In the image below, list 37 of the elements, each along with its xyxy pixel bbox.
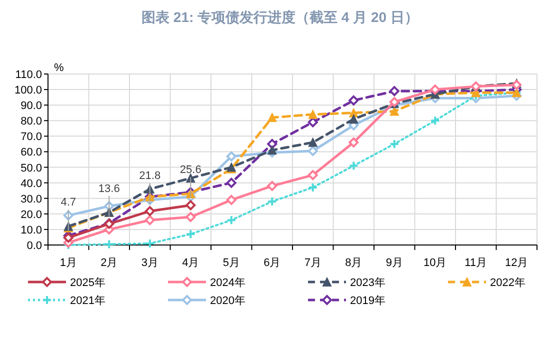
y-tick-label: 0.0: [26, 240, 42, 252]
x-tick-label: 1月: [60, 257, 77, 269]
x-tick-label: 12月: [505, 257, 528, 269]
annotation: 21.8: [139, 170, 161, 182]
y-tick-label: 30.0: [20, 193, 42, 206]
x-tick-label: 3月: [141, 257, 158, 269]
y-tick-label: 80.0: [20, 116, 42, 128]
y-tick-label: 20.0: [20, 208, 42, 221]
y-tick-label: 10.0: [20, 224, 42, 236]
x-tick-label: 4月: [182, 257, 200, 269]
x-tick-label: 7月: [304, 257, 322, 269]
annotation: 13.6: [98, 182, 120, 195]
y-tick-label: 40.0: [20, 178, 42, 190]
y-axis-title: %: [54, 62, 64, 74]
y-tick-label: 100.0: [14, 84, 42, 97]
y-tick-label: 70.0: [20, 131, 42, 144]
x-tick-label: 5月: [222, 257, 240, 269]
legend-label: 2024年: [210, 277, 246, 289]
legend-label: 2021年: [70, 295, 106, 307]
x-tick-label: 11月: [464, 257, 488, 269]
x-tick-label: 9月: [386, 257, 403, 269]
legend-label: 2025年: [70, 277, 106, 289]
legend-label: 2019年: [350, 295, 386, 307]
x-tick-label: 6月: [264, 257, 281, 269]
x-tick-label: 2月: [100, 257, 118, 269]
y-tick-label: 60.0: [20, 146, 42, 159]
y-tick-label: 50.0: [20, 162, 42, 174]
x-tick-label: 10月: [424, 257, 447, 269]
annotation: 25.6: [180, 164, 202, 176]
x-tick-label: 8月: [345, 257, 362, 269]
y-tick-label: 90.0: [20, 100, 42, 112]
legend-label: 2020年: [210, 295, 246, 307]
y-tick-label: 110.0: [15, 69, 42, 81]
annotation: 4.7: [60, 196, 76, 209]
legend-label: 2023年: [350, 277, 386, 289]
chart-title: 图表 21: 专项债发行进度（截至 4 月 20 日）: [142, 9, 418, 25]
legend-label: 2022年: [490, 277, 526, 289]
